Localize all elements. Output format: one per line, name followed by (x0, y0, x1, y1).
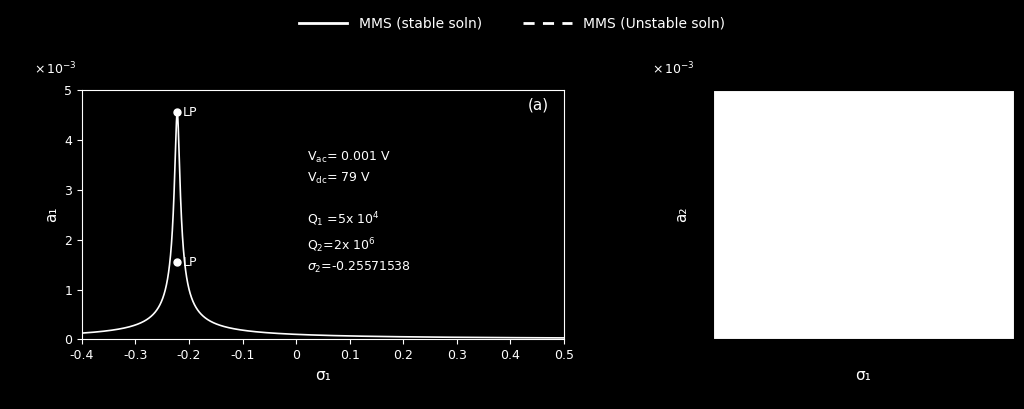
Text: (a): (a) (528, 97, 549, 112)
X-axis label: σ₁: σ₁ (855, 368, 871, 383)
X-axis label: σ₁: σ₁ (315, 368, 331, 383)
Legend: MMS (stable soln), MMS (Unstable soln): MMS (stable soln), MMS (Unstable soln) (293, 11, 731, 36)
Text: $\times\,10^{-3}$: $\times\,10^{-3}$ (34, 61, 77, 77)
Y-axis label: a₁: a₁ (44, 207, 58, 222)
Y-axis label: a₂: a₂ (675, 207, 689, 222)
Text: V$_{\rm ac}$= 0.001 V
V$_{\rm dc}$= 79 V

Q$_1$ =5x 10$^4$
Q$_2$=2x 10$^6$
$\sig: V$_{\rm ac}$= 0.001 V V$_{\rm dc}$= 79 V… (307, 150, 411, 275)
Text: $\times\,10^{-3}$: $\times\,10^{-3}$ (652, 61, 695, 77)
Text: LP: LP (182, 256, 197, 269)
Text: LP: LP (182, 106, 197, 119)
